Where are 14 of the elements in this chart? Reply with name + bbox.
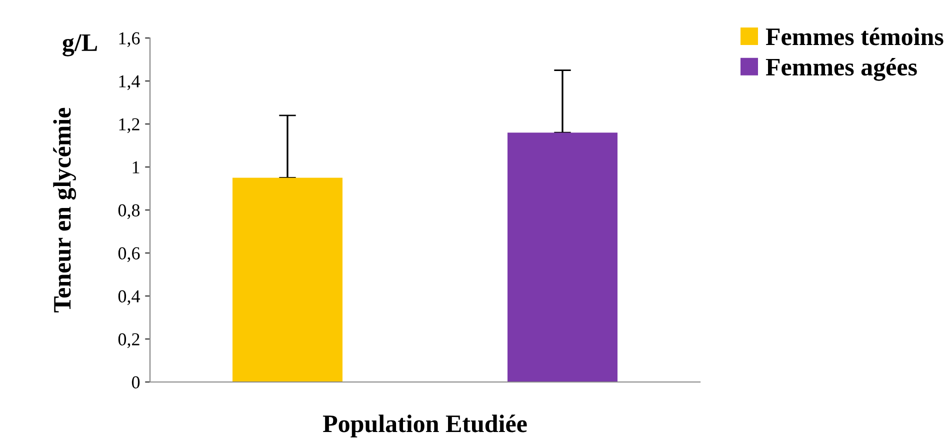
y-tick-label: 0,8 [118, 204, 140, 220]
y-axis-title: Teneur en glycémie [53, 108, 76, 312]
y-tick-label: 1,2 [119, 118, 140, 134]
y-tick-label: 1 [132, 161, 140, 174]
y-tick-label: 0,6 [118, 247, 140, 262]
x-axis-title: Population Etudiée [322, 414, 527, 438]
y-tick-label: 0,2 [118, 333, 140, 348]
y-tick-label: 1,4 [119, 75, 140, 90]
y-tick-label: 1,6 [119, 32, 140, 48]
y-tick-label: 0 [132, 376, 140, 388]
legend-label: Femmes agées [766, 58, 917, 81]
text: g/L [62, 34, 98, 56]
legend-label: Femmes témoins [766, 28, 944, 46]
y-tick-label: 0,4 [118, 290, 140, 306]
